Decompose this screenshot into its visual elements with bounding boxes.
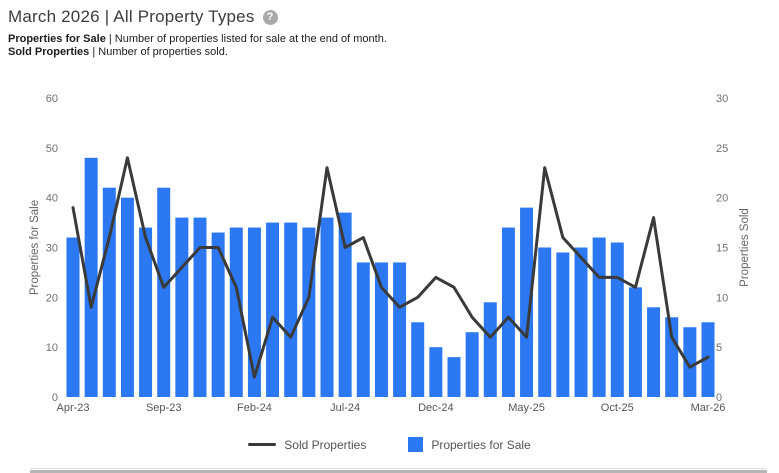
- right-axis-tick-label: 25: [716, 143, 728, 155]
- left-axis-tick-label: 30: [46, 243, 58, 255]
- bar-Feb-25[interactable]: [465, 332, 479, 397]
- bar-Oct-25[interactable]: [610, 242, 624, 397]
- left-axis-tick-label: 20: [46, 292, 58, 304]
- left-axis-tick-label: 0: [52, 392, 58, 404]
- bar-Aug-25[interactable]: [574, 247, 588, 398]
- x-axis-tick-label: Jul-24: [330, 402, 360, 414]
- x-axis-tick-label: Dec-24: [418, 402, 453, 414]
- legend-item-properties-for-sale[interactable]: Properties for Sale: [408, 437, 531, 452]
- chart-svg: 0 10 20 30 40 50 60 0 5 10 15 20 25 30 Properties for …: [29, 93, 751, 414]
- sold-properties-line-swatch: [248, 443, 277, 446]
- bar-May-25[interactable]: [520, 207, 534, 397]
- legend-label-properties-for-sale: Properties for Sale: [431, 437, 531, 452]
- bar-Jan-26[interactable]: [665, 317, 679, 397]
- bar-Oct-23[interactable]: [175, 217, 189, 397]
- bar-May-23[interactable]: [84, 157, 98, 397]
- left-axis-tick-label: 50: [46, 143, 58, 155]
- bar-Jun-24[interactable]: [320, 217, 334, 397]
- chart-legend: Sold Properties Properties for Sale: [0, 437, 779, 452]
- chart-area: 0 10 20 30 40 50 60 0 5 10 15 20 25 30 Properties for …: [0, 85, 779, 430]
- legend-label-sold-properties: Sold Properties: [284, 437, 367, 452]
- right-axis-tick-label: 30: [716, 93, 728, 105]
- page-title: March 2026 | All Property Types: [8, 7, 255, 26]
- bar-Nov-24[interactable]: [411, 322, 425, 397]
- description-line-properties-for-sale: Properties for Sale | Number of properti…: [8, 33, 387, 45]
- bar-Apr-24[interactable]: [284, 222, 298, 397]
- bar-Nov-23[interactable]: [193, 217, 207, 397]
- bar-Apr-25[interactable]: [501, 227, 515, 397]
- x-axis-tick-label: May-25: [508, 402, 545, 414]
- next-section-edge: [30, 470, 767, 473]
- left-axis-tick-label: 10: [46, 342, 58, 354]
- bar-Apr-23[interactable]: [66, 237, 80, 397]
- x-axis-tick-label: Feb-24: [237, 402, 272, 414]
- chart-description: Properties for Sale | Number of properti…: [8, 33, 779, 58]
- sold-properties-line[interactable]: [71, 156, 710, 379]
- bar-Jun-25[interactable]: [538, 247, 552, 398]
- x-axis-tick-label: Mar-26: [691, 402, 726, 414]
- x-axis-tick-label: Oct-25: [601, 402, 634, 414]
- left-axis-tick-label: 40: [46, 193, 58, 205]
- bar-Sep-24[interactable]: [374, 262, 388, 397]
- bar-Aug-23[interactable]: [139, 227, 153, 397]
- properties-for-sale-box-swatch: [408, 437, 424, 452]
- bar-Feb-26[interactable]: [683, 327, 697, 397]
- bar-Oct-24[interactable]: [393, 262, 407, 397]
- x-axis-tick-label: Sep-23: [146, 402, 181, 414]
- legend-item-sold-properties[interactable]: Sold Properties: [248, 438, 366, 452]
- right-axis-title: Properties Sold: [739, 208, 751, 287]
- bar-Aug-24[interactable]: [356, 262, 370, 397]
- bar-Nov-25[interactable]: [628, 287, 642, 397]
- right-axis-tick-label: 15: [716, 243, 728, 255]
- left-axis-title: Properties for Sale: [29, 200, 41, 295]
- left-axis-tick-label: 60: [46, 93, 58, 105]
- bar-Jan-25[interactable]: [447, 357, 461, 397]
- x-axis-tick-label: Apr-23: [56, 402, 89, 414]
- bar-Jun-23[interactable]: [102, 187, 116, 397]
- bar-Sep-25[interactable]: [592, 237, 606, 397]
- bar-Jul-25[interactable]: [556, 252, 570, 397]
- bar-Jul-23[interactable]: [120, 197, 134, 397]
- bar-Mar-26[interactable]: [701, 322, 715, 397]
- bar-Mar-25[interactable]: [483, 302, 497, 397]
- bar-Dec-23[interactable]: [211, 232, 225, 397]
- bar-Sep-23[interactable]: [157, 187, 171, 397]
- help-icon[interactable]: ?: [262, 9, 278, 25]
- right-axis-tick-label: 0: [716, 392, 722, 404]
- bar-Jan-24[interactable]: [229, 227, 243, 397]
- right-axis-tick-label: 10: [716, 292, 728, 304]
- bar-May-24[interactable]: [302, 227, 316, 397]
- bar-Mar-24[interactable]: [266, 222, 280, 397]
- bar-Dec-24[interactable]: [429, 347, 443, 397]
- right-axis-tick-label: 5: [716, 342, 722, 354]
- description-line-sold-properties: Sold Properties | Number of properties s…: [8, 45, 228, 58]
- bar-Dec-25[interactable]: [647, 307, 661, 397]
- right-axis-tick-label: 20: [716, 193, 728, 205]
- bottom-divider: [30, 468, 767, 469]
- report-header: March 2026 | All Property Types ? Proper…: [0, 0, 779, 58]
- bar-Jul-24[interactable]: [338, 212, 352, 397]
